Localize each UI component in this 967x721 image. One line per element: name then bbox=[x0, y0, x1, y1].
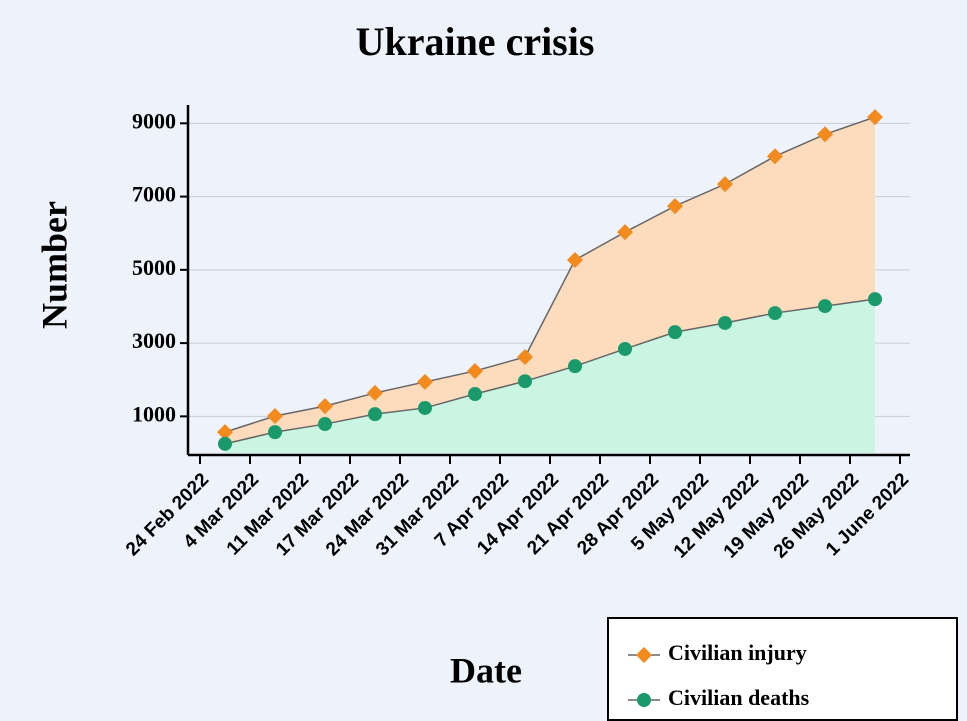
marker bbox=[217, 424, 233, 441]
marker bbox=[268, 425, 282, 440]
legend-box bbox=[607, 617, 958, 721]
y-tick-label: 9000 bbox=[132, 108, 176, 133]
legend: Civilian injury Civilian deaths bbox=[607, 617, 958, 721]
marker bbox=[717, 176, 733, 193]
marker bbox=[817, 126, 833, 143]
marker bbox=[467, 362, 483, 379]
marker bbox=[468, 387, 482, 402]
marker bbox=[667, 198, 683, 215]
marker bbox=[617, 224, 633, 241]
chart-title: Ukraine crisis bbox=[356, 19, 595, 64]
marker bbox=[767, 148, 783, 165]
line bbox=[224, 116, 876, 433]
marker bbox=[568, 359, 582, 374]
marker bbox=[418, 400, 432, 415]
marker bbox=[567, 251, 583, 268]
y-tick-label: 3000 bbox=[132, 328, 176, 353]
marker bbox=[317, 398, 333, 415]
marker bbox=[318, 417, 332, 432]
line bbox=[224, 298, 876, 445]
legend-marker bbox=[636, 647, 652, 663]
marker bbox=[618, 341, 632, 356]
marker bbox=[768, 306, 782, 321]
y-tick-label: 7000 bbox=[132, 182, 176, 207]
area bbox=[225, 299, 875, 453]
marker bbox=[668, 325, 682, 340]
marker bbox=[518, 374, 532, 389]
marker bbox=[818, 299, 832, 314]
y-tick-label: 5000 bbox=[132, 255, 176, 280]
x-axis-label: Date bbox=[450, 650, 522, 690]
y-tick-label: 1000 bbox=[132, 401, 176, 426]
marker bbox=[718, 315, 732, 330]
marker bbox=[867, 109, 883, 126]
legend-marker bbox=[637, 693, 651, 707]
marker bbox=[218, 436, 232, 451]
marker bbox=[367, 384, 383, 401]
area bbox=[225, 117, 875, 444]
legend-label: Civilian injury bbox=[668, 640, 807, 665]
marker bbox=[868, 292, 882, 307]
legend-label: Civilian deaths bbox=[668, 685, 810, 710]
y-axis-label: Number bbox=[34, 201, 74, 329]
marker bbox=[517, 349, 533, 366]
marker bbox=[368, 407, 382, 422]
marker bbox=[417, 373, 433, 390]
marker bbox=[267, 408, 283, 425]
